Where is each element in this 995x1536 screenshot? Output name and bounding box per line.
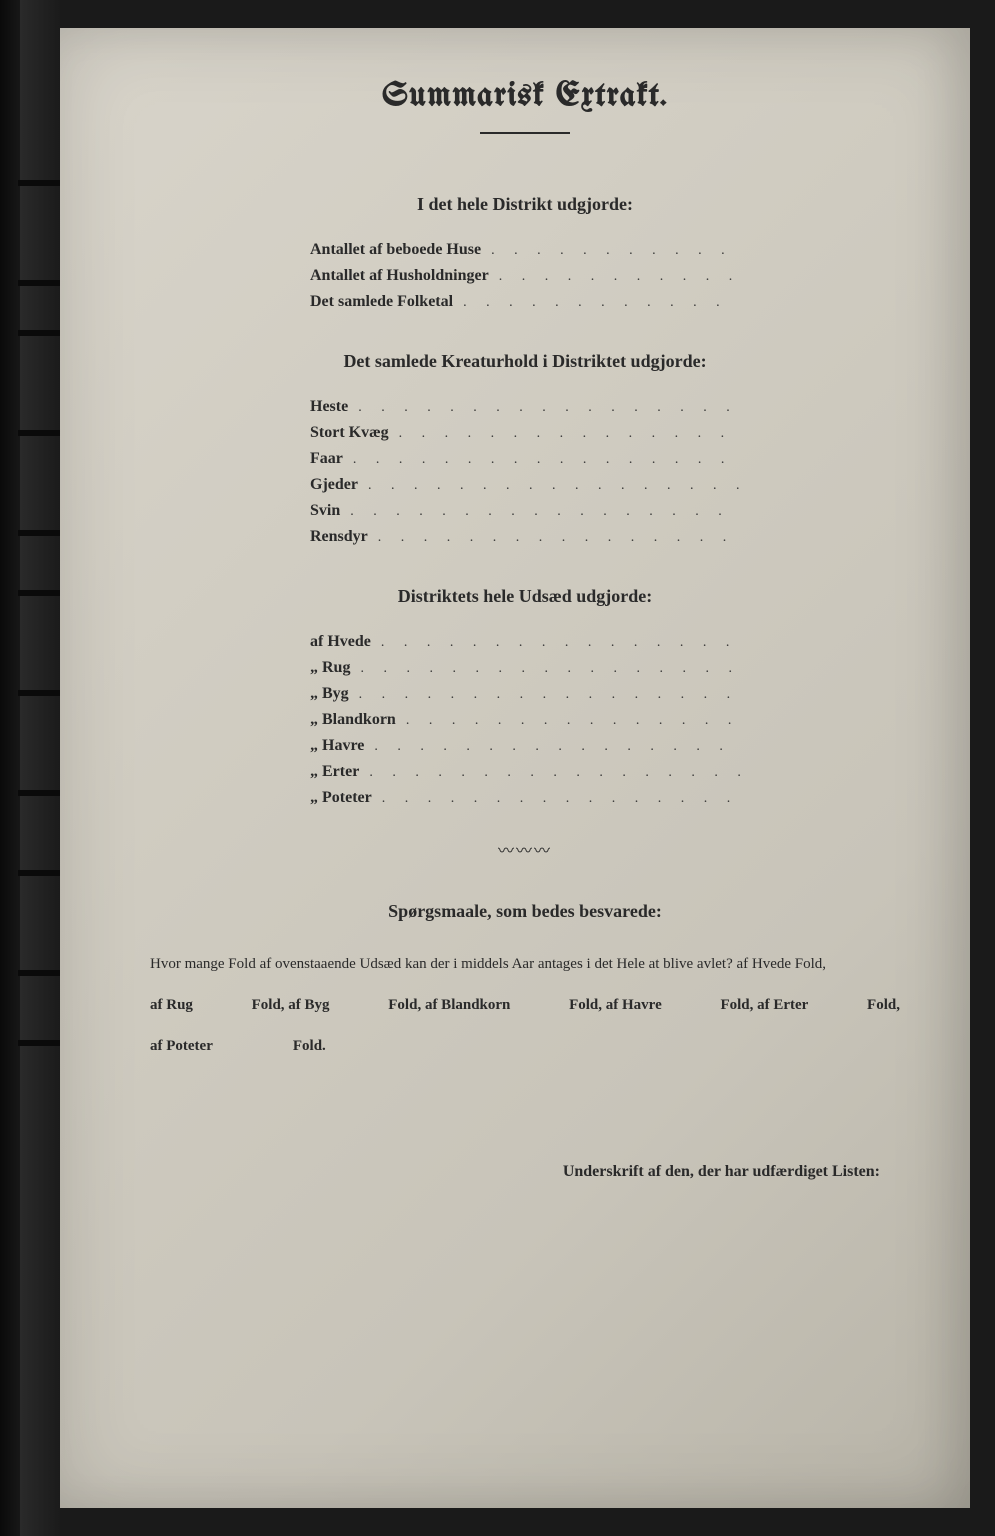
form-row: Stort Kvæg . . . . . . . . . . . . . . . … xyxy=(140,424,910,442)
form-row: „ Rug . . . . . . . . . . . . . . . . . .… xyxy=(140,659,910,677)
binding-tick xyxy=(18,530,62,536)
form-row: Heste . . . . . . . . . . . . . . . . . .… xyxy=(140,398,910,416)
dot-leader: . . . . . . . . . . . . . . . . . . . . … xyxy=(368,478,740,494)
fold-item: Fold. xyxy=(293,1030,326,1063)
form-row: „ Havre . . . . . . . . . . . . . . . . .… xyxy=(140,737,910,755)
form-row: Rensdyr . . . . . . . . . . . . . . . . .… xyxy=(140,528,910,546)
dot-leader: . . . . . . . . . . . . . . . . . . . . … xyxy=(359,687,740,703)
row-label: Gjeder xyxy=(310,476,358,494)
form-row: Det samlede Folketal . . . . . . . . . . … xyxy=(140,293,910,311)
binding-tick xyxy=(18,970,62,976)
questions-heading: Spørgsmaale, som bedes besvarede: xyxy=(140,901,910,922)
row-label: „ Byg xyxy=(310,685,349,703)
binding-tick xyxy=(18,280,62,286)
row-label: Faar xyxy=(310,450,343,468)
form-row: Antallet af Husholdninger . . . . . . . .… xyxy=(140,267,910,285)
dot-leader: . . . . . . . . . . . . . . . . . . . . … xyxy=(378,530,740,546)
row-label: „ Poteter xyxy=(310,789,372,807)
binding-tick xyxy=(18,590,62,596)
form-row: „ Erter . . . . . . . . . . . . . . . . .… xyxy=(140,763,910,781)
dot-leader: . . . . . . . . . . . . . . . . . . . . … xyxy=(358,400,740,416)
fold-item: Fold, af Byg xyxy=(252,989,330,1022)
binding-tick xyxy=(18,870,62,876)
dot-leader: . . . . . . . . . . . . . . . . . . . . … xyxy=(369,765,740,781)
row-label: „ Havre xyxy=(310,737,364,755)
form-row: Gjeder . . . . . . . . . . . . . . . . . … xyxy=(140,476,910,494)
form-row: Faar . . . . . . . . . . . . . . . . . . … xyxy=(140,450,910,468)
section1-rows: Antallet af beboede Huse . . . . . . . . … xyxy=(140,241,910,311)
dot-leader: . . . . . . . . . . . . . . . . . . . . … xyxy=(374,739,740,755)
dot-leader: . . . . . . . . . . . . . . . . . . . . … xyxy=(399,426,740,442)
binding-tick xyxy=(18,330,62,336)
row-label: Stort Kvæg xyxy=(310,424,389,442)
form-row: „ Blandkorn . . . . . . . . . . . . . . .… xyxy=(140,711,910,729)
signature-line: Underskrift af den, der har udfærdiget L… xyxy=(140,1163,910,1181)
row-label: Antallet af Husholdninger xyxy=(310,267,489,285)
dot-leader: . . . . . . . . . . . . . . . . . . . . … xyxy=(463,295,740,311)
fold-row-1: af Rug Fold, af Byg Fold, af Blandkorn Fold… xyxy=(150,989,900,1022)
question-line-1: Hvor mange Fold af ovenstaaende Udsæd ka… xyxy=(150,948,900,981)
fold-item: Fold, xyxy=(867,989,900,1022)
row-label: Heste xyxy=(310,398,348,416)
section2-rows: Heste . . . . . . . . . . . . . . . . . .… xyxy=(140,398,910,546)
dot-leader: . . . . . . . . . . . . . . . . . . . . … xyxy=(406,713,740,729)
dot-leader: . . . . . . . . . . . . . . . . . . . . … xyxy=(381,635,740,651)
row-label: „ Blandkorn xyxy=(310,711,396,729)
binding-tick xyxy=(18,1040,62,1046)
row-label: Rensdyr xyxy=(310,528,368,546)
binding-tick xyxy=(18,180,62,186)
document-page: Summarisk Extrakt. I det hele Distrikt u… xyxy=(60,28,970,1508)
fold-item: af Rug xyxy=(150,989,193,1022)
form-row: Svin . . . . . . . . . . . . . . . . . . … xyxy=(140,502,910,520)
fold-item: Fold, af Erter xyxy=(720,989,808,1022)
dot-leader: . . . . . . . . . . . . . . . . . . . . … xyxy=(350,504,740,520)
form-row: „ Poteter . . . . . . . . . . . . . . . .… xyxy=(140,789,910,807)
row-label: af Hvede xyxy=(310,633,371,651)
row-label: Antallet af beboede Huse xyxy=(310,241,481,259)
row-label: „ Rug xyxy=(310,659,350,677)
wavy-divider: 〰〰〰 xyxy=(140,837,910,861)
page-title: Summarisk Extrakt. xyxy=(140,78,910,114)
section3-heading: Distriktets hele Udsæd udgjorde: xyxy=(140,586,910,607)
row-label: Svin xyxy=(310,502,340,520)
fold-item: af Poteter xyxy=(150,1030,213,1063)
dot-leader: . . . . . . . . . . . . . . . . . . . . … xyxy=(360,661,740,677)
row-label: Det samlede Folketal xyxy=(310,293,453,311)
dot-leader: . . . . . . . . . . . . . . . . . . . . … xyxy=(353,452,740,468)
book-binding xyxy=(20,0,62,1536)
fold-row-2: af Poteter Fold. xyxy=(150,1030,900,1063)
dot-leader: . . . . . . . . . . . . . . . . . . . . … xyxy=(491,243,740,259)
binding-tick xyxy=(18,790,62,796)
form-row: „ Byg . . . . . . . . . . . . . . . . . .… xyxy=(140,685,910,703)
dot-leader: . . . . . . . . . . . . . . . . . . . . … xyxy=(499,269,740,285)
section3-rows: af Hvede . . . . . . . . . . . . . . . . … xyxy=(140,633,910,807)
fold-item: Fold, af Blandkorn xyxy=(388,989,510,1022)
section2-heading: Det samlede Kreaturhold i Distriktet udg… xyxy=(140,351,910,372)
title-underline xyxy=(480,132,570,134)
binding-tick xyxy=(18,430,62,436)
fold-item: Fold, af Havre xyxy=(569,989,662,1022)
form-row: Antallet af beboede Huse . . . . . . . . … xyxy=(140,241,910,259)
form-row: af Hvede . . . . . . . . . . . . . . . . … xyxy=(140,633,910,651)
questions-block: Hvor mange Fold af ovenstaaende Udsæd ka… xyxy=(140,948,910,1063)
binding-tick xyxy=(18,690,62,696)
dot-leader: . . . . . . . . . . . . . . . . . . . . … xyxy=(382,791,740,807)
section1-heading: I det hele Distrikt udgjorde: xyxy=(140,194,910,215)
row-label: „ Erter xyxy=(310,763,359,781)
